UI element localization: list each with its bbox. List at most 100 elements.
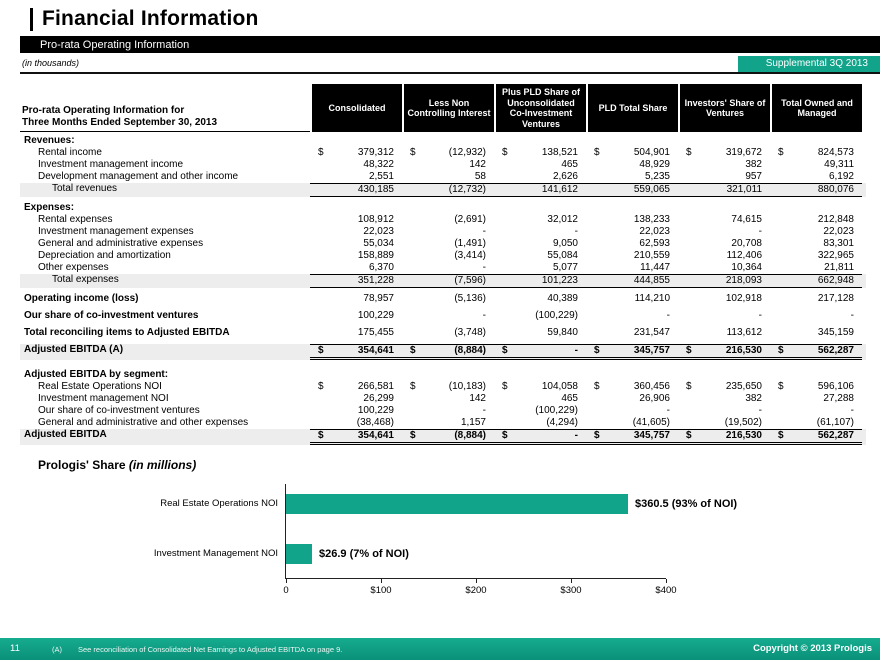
dollar-sign: $ (318, 345, 324, 356)
cell-value: (2,691) (454, 214, 486, 225)
subtitle-bar: Pro-rata Operating Information (20, 36, 880, 53)
cell-value: $ (8,884) (402, 429, 494, 445)
row-label: Adjusted EBITDA by segment: (24, 369, 169, 380)
dollar-sign: $ (318, 430, 324, 441)
chart-title-note: (in millions) (128, 458, 197, 472)
row-label: Rental expenses (38, 214, 113, 225)
table-row: Other expenses 6,370 - 5,077 11,447 10,364 21,… (20, 262, 866, 274)
cell-value: 444,855 (586, 274, 678, 288)
cell-value: $345,757 (586, 429, 678, 445)
supplemental-badge: Supplemental 3Q 2013 (737, 56, 880, 72)
dollar-sign: $ (410, 345, 416, 356)
cell-value: 9,050 (552, 238, 578, 249)
x-axis-tick (666, 579, 667, 583)
chart-bar-value-label: $360.5 (93% of NOI) (635, 498, 738, 510)
dollar-sign: $ (410, 430, 416, 441)
cell-value: 49,311 (824, 159, 854, 170)
table-row: Adjusted EBITDA $354,641 $ (8,884) $ - $345,75… (20, 429, 866, 445)
page-title: Financial Information (42, 7, 259, 30)
cell-value: 108,912 (357, 214, 394, 225)
cell-value: 175,455 (357, 327, 394, 338)
page-subtitle: Pro-rata Operating Information (40, 38, 190, 51)
table-row-header: Pro-rata Operating Information for Three… (20, 84, 310, 132)
cell-value: 48,929 (639, 159, 670, 170)
cell-value: 55,084 (547, 250, 578, 261)
cell-value: 1,157 (460, 417, 486, 428)
column-header: Consolidated (312, 84, 402, 132)
chart-bar (286, 544, 312, 564)
cell-value: 11,447 (640, 262, 670, 273)
row-label: Total revenues (52, 183, 118, 194)
column-header: PLD Total Share (588, 84, 678, 132)
dollar-sign: $ (502, 430, 508, 441)
x-axis-tick (286, 579, 287, 583)
cell-value: 26,299 (363, 393, 394, 404)
cell-value: 113,612 (726, 327, 762, 338)
dollar-sign: $ (686, 381, 692, 392)
row-label: Total reconciling items to Adjusted EBIT… (24, 327, 230, 338)
table-row: Expenses: (20, 202, 866, 214)
cell-value: 351,228 (310, 274, 402, 288)
page-footer: 11 (A) See reconciliation of Consolidated… (0, 638, 880, 660)
x-axis-tick-label: 0 (283, 585, 289, 596)
x-axis-tick (381, 579, 382, 583)
row-label: Our share of co-investment ventures (38, 405, 200, 416)
row-label: General and administrative expenses (38, 238, 204, 249)
cell-value: 321,011 (678, 183, 770, 197)
x-axis-tick-label: $300 (560, 585, 582, 596)
cell-value: $ - (494, 344, 586, 360)
cell-value: 322,965 (817, 250, 854, 261)
table-row: Total reconciling items to Adjusted EBIT… (20, 327, 866, 339)
cell-value: 100,229 (357, 310, 394, 321)
cell-value: - (666, 405, 670, 416)
title-row: Financial Information (30, 7, 259, 31)
row-label: Our share of co-investment ventures (24, 310, 199, 321)
cell-value: 382 (745, 159, 762, 170)
cell-value: 78,957 (363, 293, 394, 304)
cell-value: 74,615 (731, 214, 762, 225)
cell-value: 142 (469, 159, 486, 170)
row-label: Operating income (loss) (24, 293, 139, 304)
cell-value: 114,210 (634, 293, 670, 304)
footnote: (A) See reconciliation of Consolidated Ne… (52, 645, 342, 654)
dollar-sign: $ (318, 381, 324, 392)
cell-value: (3,414) (454, 250, 486, 261)
cell-value: 58 (474, 171, 486, 182)
cell-value: (61,107) (816, 417, 854, 428)
table-row: Real Estate Operations NOI $266,581 $ (10,1… (20, 381, 866, 393)
dollar-sign: $ (410, 381, 416, 392)
table-row: Operating income (loss) 78,957 (5,136) 40,3… (20, 293, 866, 305)
cell-value: 2,626 (552, 171, 578, 182)
cell-value: - (850, 405, 854, 416)
cell-value: 141,612 (494, 183, 586, 197)
page-number: 11 (10, 643, 20, 654)
cell-value: $104,058 (502, 381, 578, 392)
cell-value: $319,672 (686, 147, 762, 158)
cell-value: 112,406 (726, 250, 762, 261)
row-label: Revenues: (24, 135, 75, 146)
cell-value: $824,573 (778, 147, 854, 158)
cell-value: 102,918 (725, 293, 762, 304)
table-spacer-row (20, 360, 866, 369)
table-row: Adjusted EBITDA (A) $354,641 $ (8,884) $ - $34… (20, 344, 866, 360)
x-axis-tick (476, 579, 477, 583)
cell-value: 210,559 (633, 250, 670, 261)
table-body: Revenues: Rental income $379,312 $ (12,932) $… (20, 135, 866, 445)
cell-value: $345,757 (586, 344, 678, 360)
cell-value: - (482, 226, 486, 237)
cell-value: 83,301 (823, 238, 854, 249)
dollar-sign: $ (778, 345, 784, 356)
cell-value: - (482, 405, 486, 416)
cell-value: 5,235 (644, 171, 670, 182)
cell-value: 22,023 (639, 226, 670, 237)
units-note: (in thousands) (22, 58, 80, 68)
cell-value: $ (8,884) (402, 344, 494, 360)
table-row: Total expenses 351,228 (7,596) 101,223 444,8… (20, 274, 866, 288)
cell-value: $354,641 (310, 429, 402, 445)
row-label: Total expenses (52, 274, 119, 285)
cell-value: 382 (745, 393, 762, 404)
cell-value: (3,748) (454, 327, 486, 338)
cell-value: 880,076 (770, 183, 862, 197)
cell-value: $504,901 (594, 147, 670, 158)
